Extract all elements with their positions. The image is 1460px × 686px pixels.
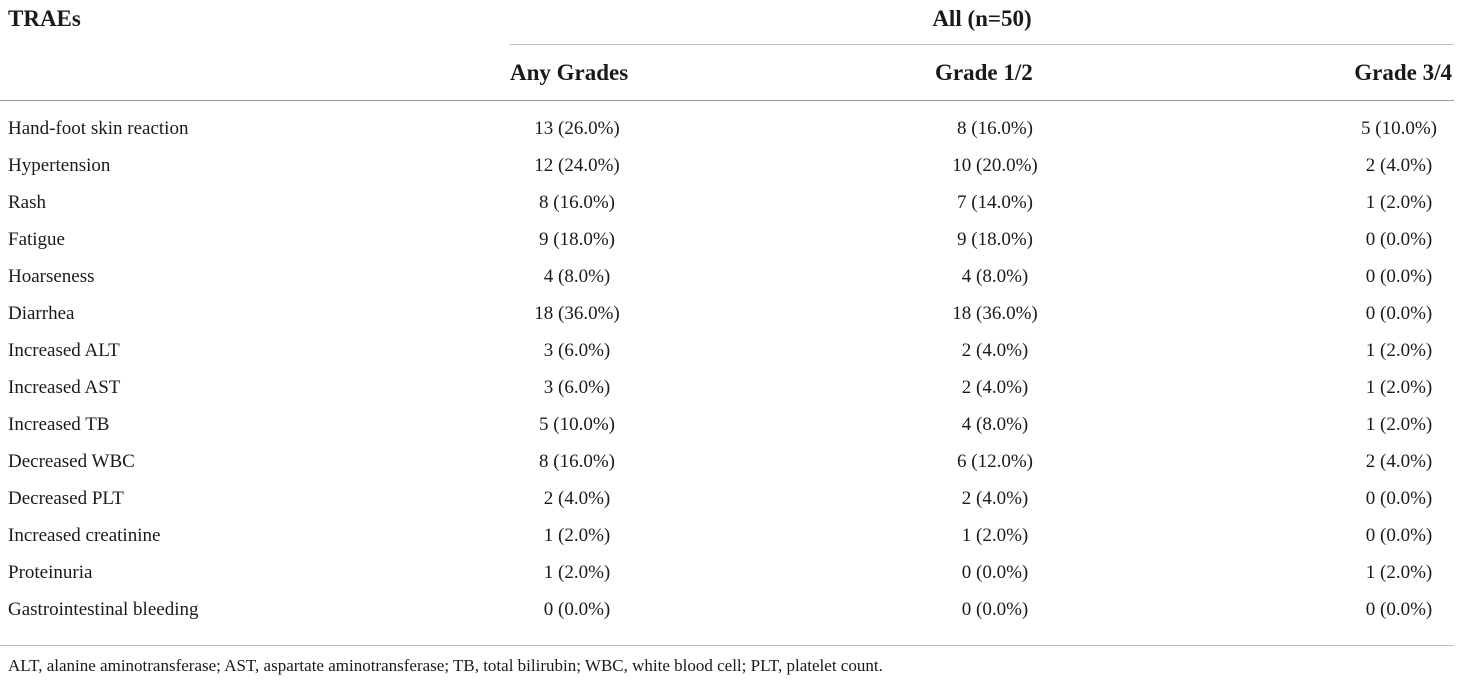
- row-name: Increased creatinine: [8, 525, 161, 546]
- table-body: Hand-foot skin reaction 13 (26.0%) 8 (16…: [0, 112, 1460, 630]
- cell-grade-1-2: 7 (14.0%): [957, 192, 1033, 213]
- cell-any-grades: 0 (0.0%): [543, 599, 611, 620]
- table-header-column-row: Any Grades Grade 1/2 Grade 3/4: [0, 60, 1460, 96]
- cell-grade-1-2: 6 (12.0%): [957, 451, 1033, 472]
- cell-grade-3-4: 0 (0.0%): [1365, 488, 1433, 509]
- cell-any-grades: 1 (2.0%): [543, 525, 611, 546]
- cell-grade-3-4: 2 (4.0%): [1365, 155, 1433, 176]
- cell-grade-1-2: 0 (0.0%): [961, 599, 1029, 620]
- cell-any-grades: 18 (36.0%): [534, 303, 620, 324]
- cell-any-grades: 12 (24.0%): [534, 155, 620, 176]
- table-row: Gastrointestinal bleeding 0 (0.0%) 0 (0.…: [0, 593, 1460, 630]
- cell-grade-1-2: 0 (0.0%): [961, 562, 1029, 583]
- group-header-rule: [510, 44, 1454, 45]
- cell-grade-1-2: 2 (4.0%): [961, 340, 1029, 361]
- table-row: Increased creatinine 1 (2.0%) 1 (2.0%) 0…: [0, 519, 1460, 556]
- cell-grade-3-4: 0 (0.0%): [1365, 303, 1433, 324]
- table-row: Increased TB 5 (10.0%) 4 (8.0%) 1 (2.0%): [0, 408, 1460, 445]
- row-name: Rash: [8, 192, 46, 213]
- cell-any-grades: 8 (16.0%): [539, 451, 615, 472]
- table-header-group-row: TRAEs All (n=50): [0, 0, 1460, 40]
- table-row: Decreased PLT 2 (4.0%) 2 (4.0%) 0 (0.0%): [0, 482, 1460, 519]
- cell-any-grades: 8 (16.0%): [539, 192, 615, 213]
- column-header-grade-1-2: Grade 1/2: [935, 60, 1033, 85]
- cell-grade-1-2: 8 (16.0%): [957, 118, 1033, 139]
- cell-grade-1-2: 1 (2.0%): [961, 525, 1029, 546]
- row-name: Hypertension: [8, 155, 111, 176]
- cell-any-grades: 9 (18.0%): [539, 229, 615, 250]
- cell-grade-1-2: 10 (20.0%): [952, 155, 1038, 176]
- header-rule: [0, 100, 1454, 101]
- row-name: Proteinuria: [8, 562, 93, 583]
- cell-any-grades: 2 (4.0%): [543, 488, 611, 509]
- cell-any-grades: 3 (6.0%): [543, 377, 611, 398]
- column-header-grade-3-4: Grade 3/4: [1354, 60, 1452, 85]
- row-name: Fatigue: [8, 229, 65, 250]
- cell-grade-3-4: 1 (2.0%): [1365, 340, 1433, 361]
- table-row: Rash 8 (16.0%) 7 (14.0%) 1 (2.0%): [0, 186, 1460, 223]
- table-footnote: ALT, alanine aminotransferase; AST, aspa…: [8, 656, 883, 675]
- cell-grade-3-4: 0 (0.0%): [1365, 525, 1433, 546]
- cell-grade-1-2: 18 (36.0%): [952, 303, 1038, 324]
- cell-grade-3-4: 1 (2.0%): [1365, 414, 1433, 435]
- row-name: Increased AST: [8, 377, 121, 398]
- table-row: Fatigue 9 (18.0%) 9 (18.0%) 0 (0.0%): [0, 223, 1460, 260]
- row-name: Hoarseness: [8, 266, 95, 287]
- row-name: Increased TB: [8, 414, 110, 435]
- table-row: Hypertension 12 (24.0%) 10 (20.0%) 2 (4.…: [0, 149, 1460, 186]
- column-header-any-grades: Any Grades: [510, 60, 629, 85]
- row-name: Hand-foot skin reaction: [8, 118, 189, 139]
- row-name: Decreased PLT: [8, 488, 124, 509]
- cell-grade-1-2: 4 (8.0%): [961, 414, 1029, 435]
- table-row: Diarrhea 18 (36.0%) 18 (36.0%) 0 (0.0%): [0, 297, 1460, 334]
- cell-grade-1-2: 2 (4.0%): [961, 488, 1029, 509]
- group-header: All (n=50): [932, 6, 1032, 31]
- row-name: Diarrhea: [8, 303, 75, 324]
- cell-grade-3-4: 0 (0.0%): [1365, 229, 1433, 250]
- cell-grade-3-4: 2 (4.0%): [1365, 451, 1433, 472]
- table-row: Proteinuria 1 (2.0%) 0 (0.0%) 1 (2.0%): [0, 556, 1460, 593]
- cell-grade-1-2: 4 (8.0%): [961, 266, 1029, 287]
- cell-grade-3-4: 1 (2.0%): [1365, 192, 1433, 213]
- table-row: Hoarseness 4 (8.0%) 4 (8.0%) 0 (0.0%): [0, 260, 1460, 297]
- row-name: Gastrointestinal bleeding: [8, 599, 199, 620]
- row-label-header: TRAEs: [8, 6, 81, 31]
- cell-any-grades: 4 (8.0%): [543, 266, 611, 287]
- table-row: Hand-foot skin reaction 13 (26.0%) 8 (16…: [0, 112, 1460, 149]
- row-name: Decreased WBC: [8, 451, 135, 472]
- cell-any-grades: 1 (2.0%): [543, 562, 611, 583]
- cell-grade-3-4: 0 (0.0%): [1365, 599, 1433, 620]
- cell-grade-3-4: 0 (0.0%): [1365, 266, 1433, 287]
- footer-rule: [0, 645, 1454, 646]
- cell-any-grades: 13 (26.0%): [534, 118, 620, 139]
- cell-grade-1-2: 9 (18.0%): [957, 229, 1033, 250]
- cell-any-grades: 5 (10.0%): [539, 414, 615, 435]
- row-name: Increased ALT: [8, 340, 120, 361]
- cell-any-grades: 3 (6.0%): [543, 340, 611, 361]
- table-row: Increased AST 3 (6.0%) 2 (4.0%) 1 (2.0%): [0, 371, 1460, 408]
- cell-grade-3-4: 1 (2.0%): [1365, 562, 1433, 583]
- cell-grade-1-2: 2 (4.0%): [961, 377, 1029, 398]
- cell-grade-3-4: 5 (10.0%): [1361, 118, 1437, 139]
- cell-grade-3-4: 1 (2.0%): [1365, 377, 1433, 398]
- table-row: Increased ALT 3 (6.0%) 2 (4.0%) 1 (2.0%): [0, 334, 1460, 371]
- table-row: Decreased WBC 8 (16.0%) 6 (12.0%) 2 (4.0…: [0, 445, 1460, 482]
